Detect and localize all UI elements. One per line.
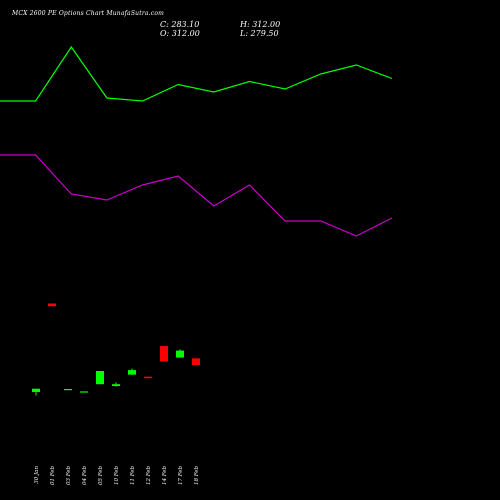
candle-body	[128, 370, 136, 375]
candle-body	[64, 389, 72, 391]
x-tick-label: 05 Feb	[98, 466, 104, 486]
lower-band-line	[0, 154, 393, 237]
candle-body	[96, 371, 104, 385]
open-value: O: 312.00	[160, 29, 200, 38]
x-tick-label: 12 Feb	[146, 466, 152, 486]
candle-body	[112, 384, 120, 386]
x-tick-label: 14 Feb	[162, 466, 168, 486]
upper-band-line	[0, 45, 393, 102]
candle-body	[80, 391, 88, 393]
candle-body	[48, 303, 56, 307]
x-tick-label: 03 Feb	[66, 466, 72, 486]
x-tick-label: 30 Jan	[34, 466, 40, 484]
candle-body	[192, 358, 200, 365]
low-value: L: 279.50	[240, 29, 279, 38]
candle-body	[176, 350, 184, 358]
candle-body	[160, 346, 168, 362]
high-value: H: 312.00	[240, 20, 281, 29]
x-tick-label: 18 Feb	[194, 466, 200, 486]
x-tick-label: 01 Feb	[50, 466, 56, 486]
x-tick-label: 17 Feb	[178, 466, 184, 486]
candle-body	[32, 388, 40, 392]
x-tick-label: 11 Feb	[130, 466, 136, 486]
x-tick-label: 04 Feb	[82, 466, 88, 486]
candle-body	[144, 376, 152, 379]
chart-title: MCX 2600 PE Options Chart MunafaSutra.co…	[12, 10, 165, 17]
x-tick-label: 10 Feb	[114, 466, 120, 486]
close-value: C: 283.10	[160, 20, 200, 29]
